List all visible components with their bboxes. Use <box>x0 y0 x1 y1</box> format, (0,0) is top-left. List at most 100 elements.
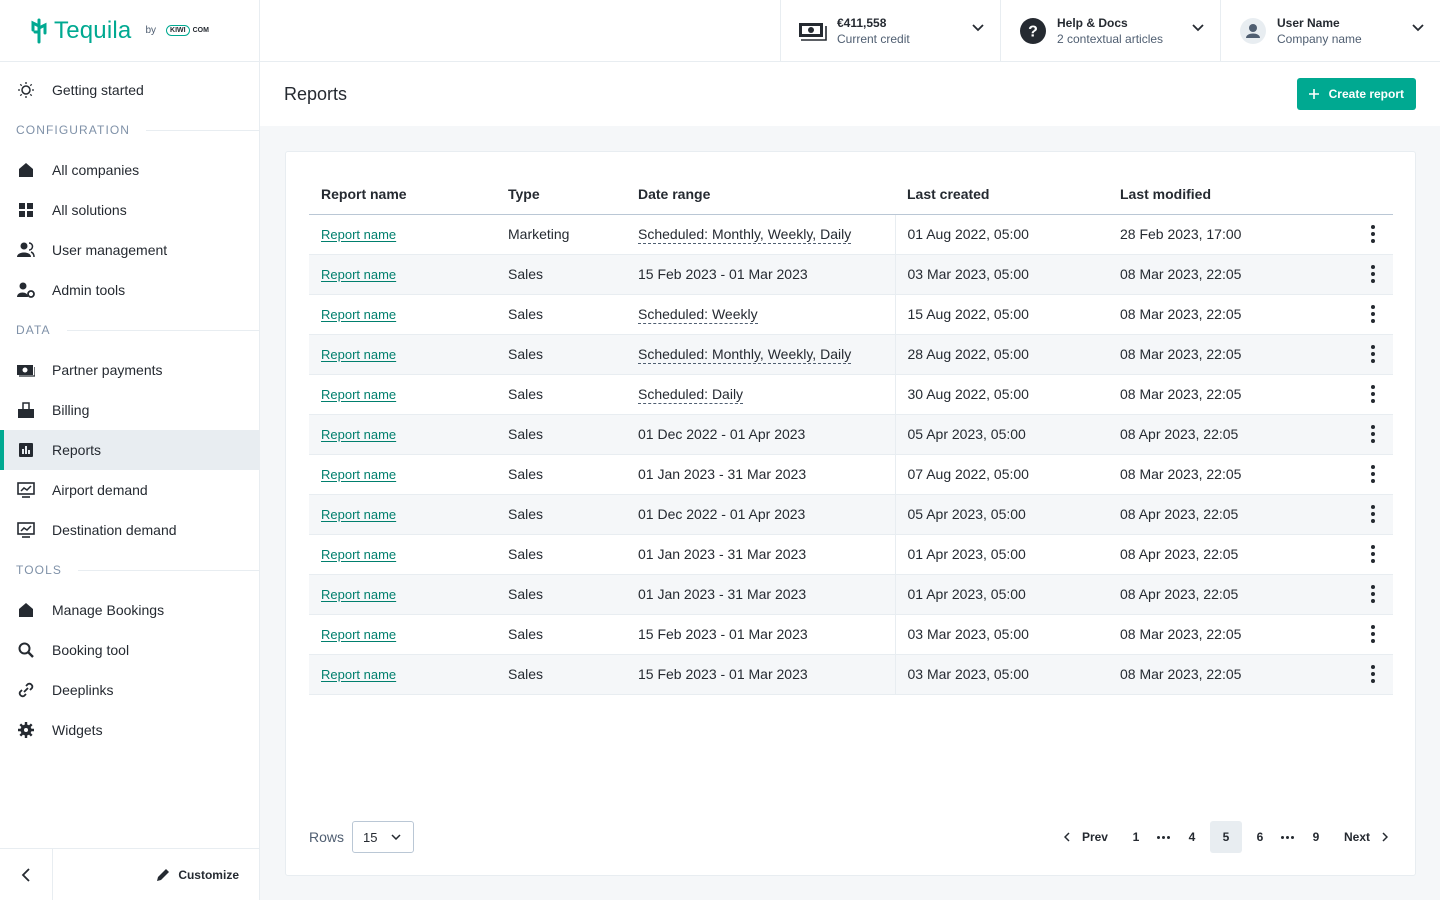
cell-last-created: 07 Aug 2022, 05:00 <box>895 454 1108 495</box>
cell-report-name: Report name <box>309 334 496 375</box>
page-button[interactable]: 9 <box>1312 830 1320 844</box>
help-menu[interactable]: ? Help & Docs 2 contextual articles <box>1000 0 1220 61</box>
prev-page-button[interactable]: Prev <box>1060 821 1112 853</box>
cell-report-name: Report name <box>309 374 496 415</box>
date-range-value[interactable]: Scheduled: Weekly <box>638 306 758 324</box>
page-button[interactable]: 4 <box>1188 830 1196 844</box>
reports-card: Report name Type Date range Last created… <box>285 151 1416 876</box>
collapse-sidebar-button[interactable] <box>0 849 53 900</box>
sidebar-item-deeplinks[interactable]: Deeplinks <box>0 670 259 710</box>
cell-actions <box>1333 454 1393 495</box>
more-vertical-icon[interactable] <box>1371 305 1375 323</box>
cell-report-name: Report name <box>309 574 496 615</box>
report-name-link[interactable]: Report name <box>321 227 397 242</box>
next-page-button[interactable]: Next <box>1340 821 1392 853</box>
sidebar-item-label: Booking tool <box>52 642 130 658</box>
date-range-value[interactable]: Scheduled: Daily <box>638 386 744 404</box>
customize-button[interactable]: Customize <box>53 849 259 900</box>
report-name-link[interactable]: Report name <box>321 267 397 282</box>
rows-label: Rows <box>309 829 345 845</box>
more-vertical-icon[interactable] <box>1371 465 1375 483</box>
report-name-link[interactable]: Report name <box>321 347 397 362</box>
billing-icon <box>16 400 36 420</box>
credit-menu[interactable]: €411,558 Current credit <box>780 0 1000 61</box>
more-vertical-icon[interactable] <box>1371 585 1375 603</box>
create-report-button[interactable]: Create report <box>1296 78 1416 110</box>
sidebar-item-all-companies[interactable]: All companies <box>0 150 259 190</box>
sidebar-item-widgets[interactable]: Widgets <box>0 710 259 750</box>
more-vertical-icon[interactable] <box>1371 225 1375 243</box>
cell-type: Marketing <box>496 214 626 255</box>
date-range-value[interactable]: Scheduled: Monthly, Weekly, Daily <box>638 346 852 364</box>
sidebar-item-admin-tools[interactable]: Admin tools <box>0 270 259 310</box>
cell-type: Sales <box>496 614 626 655</box>
more-vertical-icon[interactable] <box>1371 385 1375 403</box>
report-name-link[interactable]: Report name <box>321 587 397 602</box>
chevron-right-icon <box>1382 832 1388 842</box>
company-name: Company name <box>1277 31 1362 46</box>
sidebar-item-user-management[interactable]: User management <box>0 230 259 270</box>
sidebar-item-partner-payments[interactable]: Partner payments <box>0 350 259 390</box>
sidebar-item-all-solutions[interactable]: All solutions <box>0 190 259 230</box>
cell-type: Sales <box>496 454 626 495</box>
prev-label: Prev <box>1081 830 1108 844</box>
col-header-last-modified[interactable]: Last modified <box>1108 174 1333 215</box>
more-vertical-icon[interactable] <box>1371 505 1375 523</box>
report-name-link[interactable]: Report name <box>321 467 397 482</box>
logo[interactable]: Tequila by KIWI COM <box>0 0 259 62</box>
rows-per-page-select[interactable]: 15 <box>352 821 415 853</box>
sidebar-item-booking-tool[interactable]: Booking tool <box>0 630 259 670</box>
report-name-link[interactable]: Report name <box>321 667 397 682</box>
plus-icon <box>1308 89 1319 99</box>
sidebar-item-destination-demand[interactable]: Destination demand <box>0 510 259 550</box>
more-vertical-icon[interactable] <box>1371 625 1375 643</box>
report-name-link[interactable]: Report name <box>321 507 397 522</box>
credit-label: Current credit <box>837 31 910 46</box>
sidebar-item-manage-bookings[interactable]: Manage Bookings <box>0 590 259 630</box>
more-vertical-icon[interactable] <box>1371 665 1375 683</box>
user-menu[interactable]: User Name Company name <box>1220 0 1440 61</box>
sidebar-item-label: Widgets <box>52 722 103 738</box>
table-row: Report name Sales 01 Dec 2022 - 01 Apr 202… <box>309 414 1393 455</box>
report-name-link[interactable]: Report name <box>321 547 397 562</box>
more-vertical-icon[interactable] <box>1371 345 1375 363</box>
customize-label: Customize <box>178 867 239 882</box>
cell-date-range: Scheduled: Daily <box>626 374 896 415</box>
report-name-link[interactable]: Report name <box>321 307 397 322</box>
report-name-link[interactable]: Report name <box>321 627 397 642</box>
help-sub: 2 contextual articles <box>1057 31 1164 46</box>
report-name-link[interactable]: Report name <box>321 387 397 402</box>
sidebar-item-reports[interactable]: Reports <box>0 430 259 470</box>
cell-date-range: 15 Feb 2023 - 01 Mar 2023 <box>626 654 896 695</box>
cell-last-created: 30 Aug 2022, 05:00 <box>895 374 1108 415</box>
cell-last-created: 03 Mar 2023, 05:00 <box>895 654 1108 695</box>
cell-report-name: Report name <box>309 454 496 495</box>
sidebar-item-label: Manage Bookings <box>52 602 165 618</box>
topbar: €411,558 Current credit ? Help & Docs 2 … <box>260 0 1440 62</box>
cell-actions <box>1333 334 1393 375</box>
sidebar-item-airport-demand[interactable]: Airport demand <box>0 470 259 510</box>
sidebar-item-getting-started[interactable]: Getting started <box>0 70 259 110</box>
more-vertical-icon[interactable] <box>1371 425 1375 443</box>
user-name: User Name <box>1277 15 1340 30</box>
page-button[interactable]: 1 <box>1132 830 1140 844</box>
sidebar-item-billing[interactable]: Billing <box>0 390 259 430</box>
current-page-button[interactable]: 5 <box>1209 821 1242 853</box>
more-vertical-icon[interactable] <box>1371 265 1375 283</box>
cell-type: Sales <box>496 494 626 535</box>
cell-date-range: 01 Jan 2023 - 31 Mar 2023 <box>626 534 896 575</box>
money-icon <box>16 360 36 380</box>
page-button[interactable]: 6 <box>1256 830 1264 844</box>
kiwi-logo: KIWI <box>166 25 190 36</box>
cell-date-range: 15 Feb 2023 - 01 Mar 2023 <box>626 614 896 655</box>
kiwi-com: COM <box>192 27 209 34</box>
col-header-last-created[interactable]: Last created <box>895 174 1108 215</box>
col-header-type[interactable]: Type <box>496 174 626 215</box>
cell-actions <box>1333 654 1393 695</box>
col-header-date-range[interactable]: Date range <box>626 174 895 215</box>
col-header-report-name[interactable]: Report name <box>309 174 496 215</box>
date-range-value[interactable]: Scheduled: Monthly, Weekly, Daily <box>638 226 852 244</box>
report-name-link[interactable]: Report name <box>321 427 397 442</box>
more-vertical-icon[interactable] <box>1371 545 1375 563</box>
table-row: Report name Sales 15 Feb 2023 - 01 Mar 202… <box>309 254 1393 295</box>
